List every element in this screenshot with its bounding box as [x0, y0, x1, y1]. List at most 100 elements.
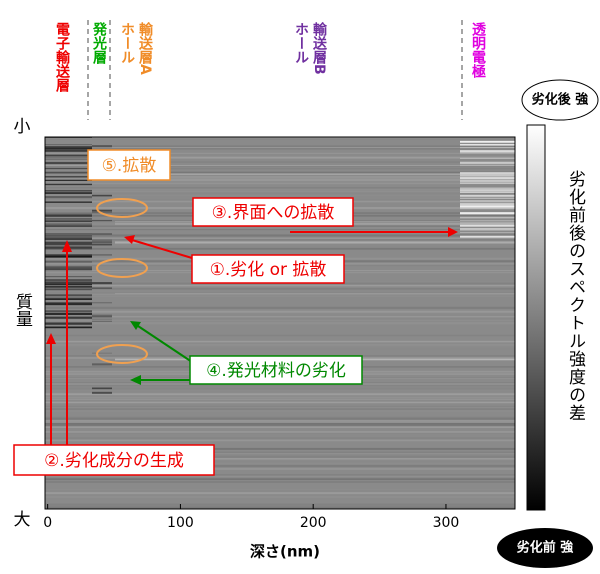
heatmap-texture	[460, 229, 515, 231]
heatmap-texture	[92, 146, 112, 147]
annotation-text: ④.発光材料の劣化	[206, 361, 346, 381]
heatmap-texture	[45, 235, 92, 236]
x-tick-label: 300	[433, 515, 460, 531]
heatmap-texture	[45, 201, 92, 203]
x-tick-label: 0	[43, 515, 52, 531]
heatmap-texture	[45, 348, 515, 350]
heatmap-texture	[460, 162, 515, 163]
heatmap-texture	[460, 236, 515, 238]
heatmap-texture	[45, 304, 92, 306]
heatmap-texture	[45, 398, 515, 399]
heatmap-texture	[45, 308, 515, 309]
heatmap-texture	[45, 148, 92, 149]
heatmap-texture	[92, 195, 112, 197]
heatmap-texture	[45, 286, 92, 288]
layer-label: 発光層	[91, 21, 108, 65]
heatmap-texture	[45, 310, 92, 312]
heatmap-texture	[460, 220, 515, 221]
heatmap-texture	[92, 233, 112, 234]
heatmap-texture	[92, 254, 112, 255]
y-bottom-label: 大	[14, 510, 31, 530]
heatmap-texture	[45, 261, 92, 262]
heatmap-texture	[92, 241, 112, 242]
heatmap-texture	[45, 390, 515, 391]
heatmap-texture	[460, 200, 515, 201]
heatmap-texture	[92, 210, 112, 212]
colorbar-label: 劣化前後のスペクトル強度の差	[565, 170, 586, 422]
heatmap-texture	[92, 319, 112, 320]
heatmap-texture	[45, 507, 515, 508]
heatmap-texture	[45, 157, 92, 158]
layer-label: 電子輸送層	[54, 21, 71, 93]
heatmap-texture	[45, 184, 92, 185]
heatmap-texture	[45, 195, 515, 196]
heatmap-texture	[460, 165, 515, 166]
heatmap-texture	[45, 162, 92, 164]
heatmap-texture	[460, 189, 515, 191]
heatmap-texture	[45, 422, 515, 423]
heatmap-texture	[45, 504, 515, 506]
heatmap-texture	[45, 282, 92, 284]
heatmap-texture	[45, 288, 515, 289]
heatmap-texture	[92, 282, 112, 284]
heatmap-texture	[45, 292, 515, 293]
heatmap-texture	[45, 392, 515, 394]
heatmap-texture	[45, 426, 515, 428]
heatmap-texture	[45, 248, 515, 249]
heatmap-texture	[45, 137, 515, 138]
heatmap-texture	[45, 256, 92, 258]
annotation-text: ⑤.拡散	[102, 156, 157, 176]
heatmap-texture	[45, 146, 92, 148]
x-tick-label: 200	[300, 515, 327, 531]
heatmap-texture	[460, 195, 515, 197]
y-label: 質量	[12, 293, 33, 327]
heatmap-texture	[460, 198, 515, 199]
heatmap-texture	[45, 489, 515, 490]
heatmap-texture	[115, 174, 515, 175]
heatmap-texture	[45, 508, 515, 509]
heatmap-texture	[45, 481, 515, 482]
heatmap-texture	[92, 392, 112, 393]
heatmap-texture	[45, 296, 515, 297]
heatmap-texture	[45, 236, 92, 238]
heatmap-texture	[45, 493, 515, 494]
heatmap-texture	[92, 220, 112, 221]
heatmap-texture	[92, 321, 112, 322]
heatmap-texture	[460, 178, 515, 179]
layer-label: 透明電極	[470, 22, 486, 79]
heatmap-texture	[45, 188, 515, 189]
heatmap-texture	[45, 234, 515, 236]
heatmap-texture	[460, 183, 515, 184]
heatmap-texture	[45, 176, 92, 177]
heatmap-texture	[45, 299, 92, 300]
heatmap-texture	[45, 155, 92, 157]
heatmap-texture	[45, 266, 92, 268]
heatmap-texture	[45, 225, 92, 226]
x-tick-label: 100	[167, 515, 194, 531]
annotation-text: ②.劣化成分の生成	[44, 451, 184, 471]
heatmap-texture	[460, 144, 515, 146]
heatmap-texture	[92, 244, 112, 246]
heatmap-texture	[45, 317, 92, 319]
heatmap-texture	[45, 439, 515, 441]
heatmap-texture	[460, 147, 515, 148]
heatmap-texture	[460, 180, 515, 182]
y-top-label: 小	[14, 117, 31, 137]
heatmap-texture	[45, 410, 515, 411]
heatmap-texture	[45, 425, 515, 427]
heatmap-texture	[45, 190, 515, 191]
heatmap-texture	[45, 322, 515, 324]
heatmap-texture	[45, 139, 515, 140]
heatmap-texture	[45, 233, 92, 234]
heatmap-texture	[45, 276, 92, 277]
heatmap-texture	[115, 241, 515, 243]
heatmap-texture	[45, 216, 92, 217]
heatmap-texture	[92, 388, 112, 390]
heatmap-texture	[45, 284, 92, 285]
annotation-text: ①.劣化 or 拡散	[210, 260, 327, 280]
heatmap-texture	[45, 196, 92, 198]
heatmap-texture	[460, 212, 515, 213]
heatmap-texture	[45, 284, 515, 285]
heatmap-texture	[45, 388, 515, 390]
heatmap-texture	[45, 295, 92, 296]
